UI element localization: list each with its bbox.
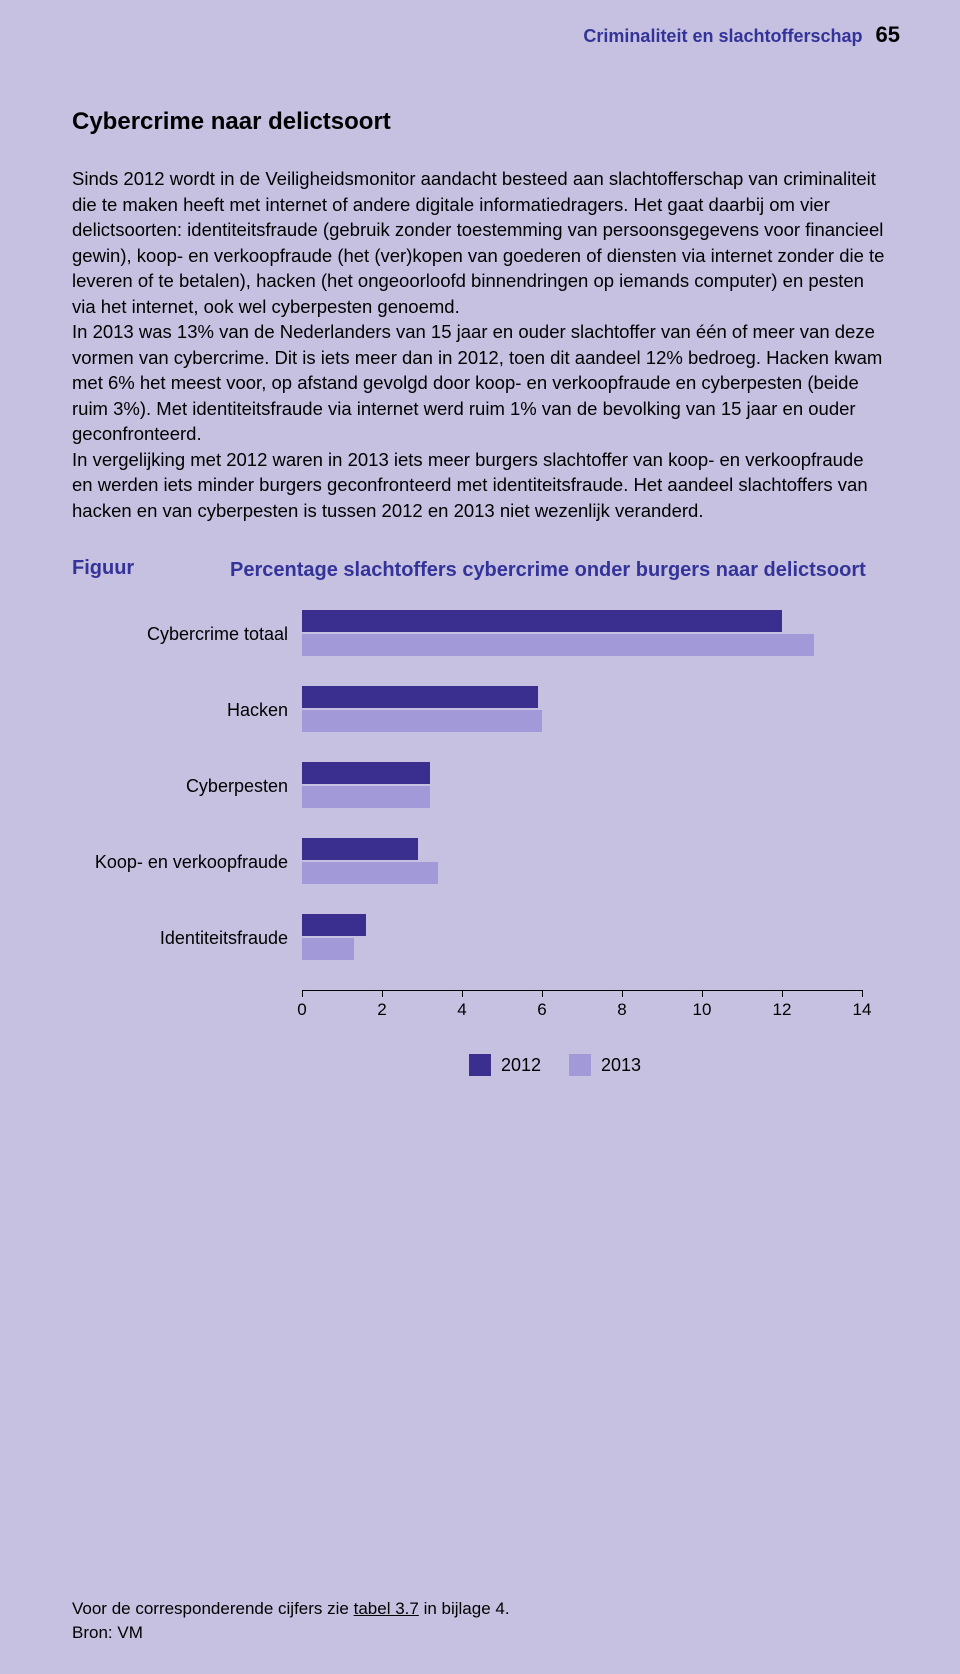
legend-label: 2012: [501, 1055, 541, 1076]
axis-tick: [302, 990, 303, 997]
axis-tick: [542, 990, 543, 997]
axis-tick-label: 14: [853, 1000, 872, 1020]
axis-tick-label: 0: [297, 1000, 306, 1020]
chart-bar-2013: [302, 786, 430, 808]
axis-tick-label: 2: [377, 1000, 386, 1020]
chart-bar-2013: [302, 938, 354, 960]
chart-bar-group: [302, 610, 888, 658]
paragraph: Sinds 2012 wordt in de Veiligheidsmonito…: [72, 166, 888, 319]
axis-tick: [782, 990, 783, 997]
figure-label: Figuur: [72, 557, 230, 584]
chart-row: Cybercrime totaal: [72, 610, 888, 658]
running-header: Criminaliteit en slachtofferschap 65: [0, 0, 960, 48]
paragraph: In 2013 was 13% van de Nederlanders van …: [72, 319, 888, 447]
axis-tick-label: 6: [537, 1000, 546, 1020]
chart-row: Hacken: [72, 686, 888, 734]
axis-tick: [462, 990, 463, 997]
bar-chart: Cybercrime totaal Hacken Cyberpesten Koop- …: [72, 610, 888, 1076]
page: Criminaliteit en slachtofferschap 65 Cyb…: [0, 0, 960, 1674]
chart-category-label: Identiteitsfraude: [72, 928, 302, 949]
axis-tick-label: 4: [457, 1000, 466, 1020]
legend-item: 2012: [469, 1054, 541, 1076]
chart-bar-group: [302, 762, 888, 810]
legend-swatch: [569, 1054, 591, 1076]
axis-line: [302, 990, 862, 991]
paragraph: In vergelijking met 2012 waren in 2013 i…: [72, 447, 888, 524]
axis-tick-label: 12: [773, 1000, 792, 1020]
chart-category-label: Cybercrime totaal: [72, 624, 302, 645]
footer-table-link[interactable]: tabel 3.7: [354, 1599, 419, 1618]
figure-title: Percentage slachtoffers cybercrime onder…: [230, 557, 866, 584]
axis-tick: [702, 990, 703, 997]
axis-tick: [622, 990, 623, 997]
footer-text: Voor de corresponderende cijfers zie: [72, 1599, 354, 1618]
section-title: Cybercrime naar delictsoort: [72, 108, 888, 136]
chart-bar-2012: [302, 762, 430, 784]
chart-row: Koop- en verkoopfraude: [72, 838, 888, 886]
header-section: Criminaliteit en slachtofferschap: [583, 26, 862, 46]
chart-bar-2012: [302, 838, 418, 860]
chart-category-label: Hacken: [72, 700, 302, 721]
legend-item: 2013: [569, 1054, 641, 1076]
chart-row: Cyberpesten: [72, 762, 888, 810]
axis-tick: [862, 990, 863, 997]
chart-bar-2013: [302, 634, 814, 656]
chart-bar-2012: [302, 610, 782, 632]
figure-heading: Figuur Percentage slachtoffers cybercrim…: [72, 557, 888, 584]
header-page-number: 65: [876, 22, 900, 47]
chart-x-axis: 02468101214: [302, 990, 862, 1030]
legend-swatch: [469, 1054, 491, 1076]
chart-category-label: Koop- en verkoopfraude: [72, 852, 302, 873]
chart-bar-2013: [302, 710, 542, 732]
legend-label: 2013: [601, 1055, 641, 1076]
chart-legend: 2012 2013: [302, 1054, 888, 1076]
chart-bar-group: [302, 686, 888, 734]
footer: Voor de corresponderende cijfers zie tab…: [72, 1597, 510, 1646]
footer-reference: Voor de corresponderende cijfers zie tab…: [72, 1597, 510, 1622]
chart-bar-group: [302, 914, 888, 962]
content-area: Cybercrime naar delictsoort Sinds 2012 w…: [0, 48, 960, 1076]
chart-row: Identiteitsfraude: [72, 914, 888, 962]
axis-tick: [382, 990, 383, 997]
chart-bar-2013: [302, 862, 438, 884]
footer-text: in bijlage 4.: [419, 1599, 510, 1618]
footer-source: Bron: VM: [72, 1621, 510, 1646]
axis-tick-label: 8: [617, 1000, 626, 1020]
axis-tick-label: 10: [693, 1000, 712, 1020]
chart-category-label: Cyberpesten: [72, 776, 302, 797]
chart-bar-2012: [302, 914, 366, 936]
chart-bar-group: [302, 838, 888, 886]
chart-bar-2012: [302, 686, 538, 708]
